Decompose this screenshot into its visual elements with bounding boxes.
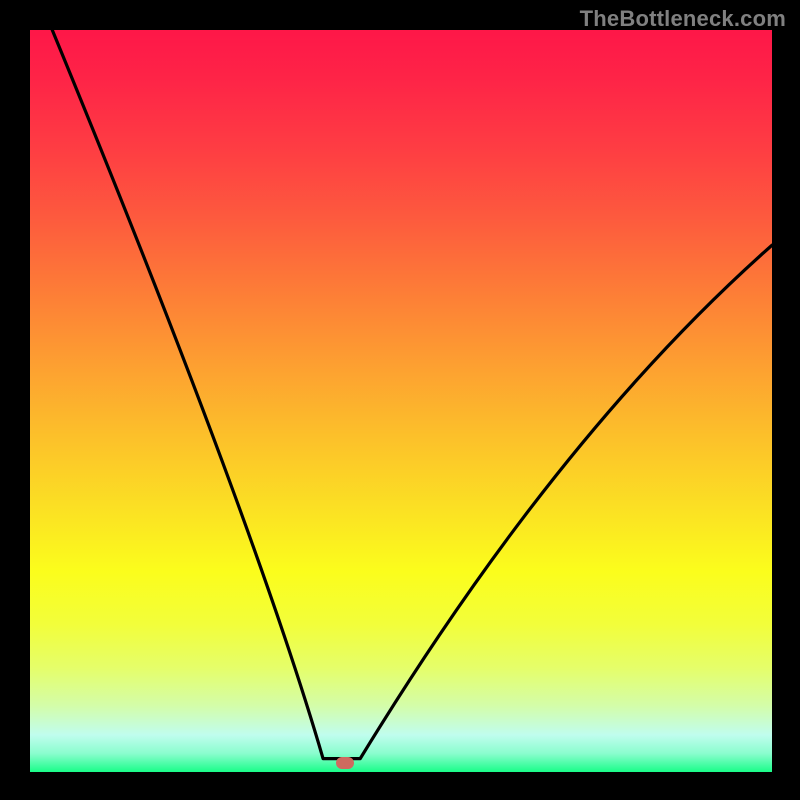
chart-frame: TheBottleneck.com	[0, 0, 800, 800]
plot-area	[30, 30, 772, 772]
vertex-marker	[336, 757, 354, 769]
watermark-text: TheBottleneck.com	[580, 6, 786, 32]
gradient-background	[30, 30, 772, 772]
